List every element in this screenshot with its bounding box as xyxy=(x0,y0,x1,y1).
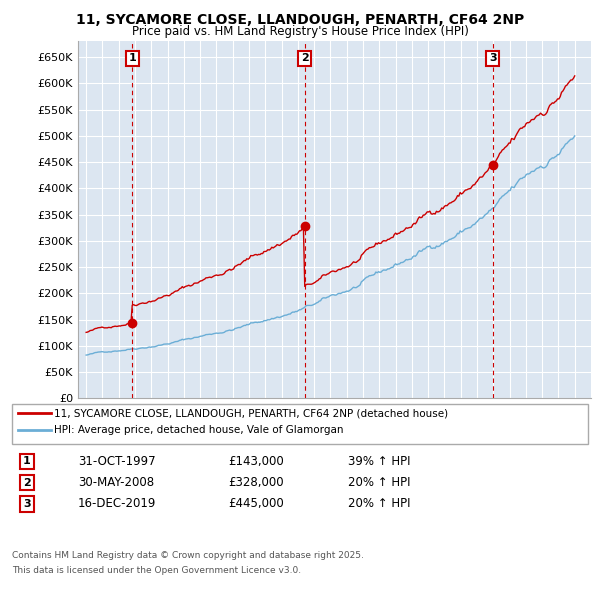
Text: 2: 2 xyxy=(23,478,31,487)
Text: 2: 2 xyxy=(301,54,308,64)
Text: HPI: Average price, detached house, Vale of Glamorgan: HPI: Average price, detached house, Vale… xyxy=(54,425,343,434)
Text: 16-DEC-2019: 16-DEC-2019 xyxy=(78,497,157,510)
Text: 11, SYCAMORE CLOSE, LLANDOUGH, PENARTH, CF64 2NP (detached house): 11, SYCAMORE CLOSE, LLANDOUGH, PENARTH, … xyxy=(54,408,448,418)
Text: Price paid vs. HM Land Registry's House Price Index (HPI): Price paid vs. HM Land Registry's House … xyxy=(131,25,469,38)
Text: £143,000: £143,000 xyxy=(228,455,284,468)
Text: 39% ↑ HPI: 39% ↑ HPI xyxy=(348,455,410,468)
Text: 1: 1 xyxy=(128,54,136,64)
Text: 11, SYCAMORE CLOSE, LLANDOUGH, PENARTH, CF64 2NP: 11, SYCAMORE CLOSE, LLANDOUGH, PENARTH, … xyxy=(76,13,524,27)
Text: 1: 1 xyxy=(23,457,31,466)
Text: 3: 3 xyxy=(489,54,496,64)
Text: £445,000: £445,000 xyxy=(228,497,284,510)
Text: 31-OCT-1997: 31-OCT-1997 xyxy=(78,455,155,468)
Text: This data is licensed under the Open Government Licence v3.0.: This data is licensed under the Open Gov… xyxy=(12,566,301,575)
Text: 30-MAY-2008: 30-MAY-2008 xyxy=(78,476,154,489)
Text: 3: 3 xyxy=(23,499,31,509)
Text: 20% ↑ HPI: 20% ↑ HPI xyxy=(348,497,410,510)
Text: 20% ↑ HPI: 20% ↑ HPI xyxy=(348,476,410,489)
Text: £328,000: £328,000 xyxy=(228,476,284,489)
Text: Contains HM Land Registry data © Crown copyright and database right 2025.: Contains HM Land Registry data © Crown c… xyxy=(12,552,364,560)
